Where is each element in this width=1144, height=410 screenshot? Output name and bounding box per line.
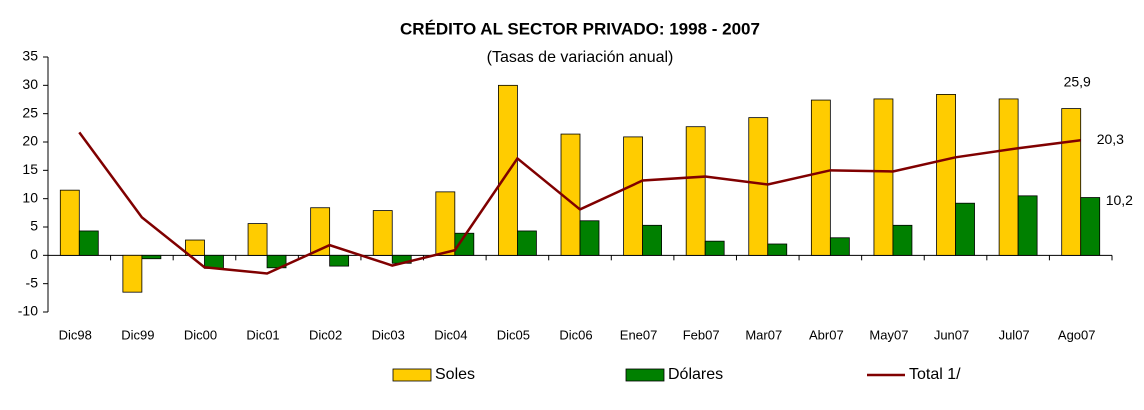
bar (892, 224, 913, 256)
y-tick-label: -10 (18, 303, 38, 319)
x-tick-label: Ene07 (620, 327, 658, 342)
bar (122, 254, 143, 293)
bar (829, 237, 850, 256)
x-tick-label: Ago07 (1058, 327, 1096, 342)
y-tick-label: 30 (22, 76, 38, 92)
bar (955, 202, 975, 256)
y-tick-label: 15 (22, 161, 38, 177)
legend-label: Total 1/ (909, 366, 961, 383)
bar (704, 240, 725, 256)
x-tick-label: Dic98 (59, 327, 92, 342)
x-tick-label: Dic04 (434, 327, 467, 342)
bar (642, 224, 662, 256)
bar (310, 207, 331, 256)
bar (435, 191, 456, 256)
x-tick-label: Dic03 (372, 327, 405, 342)
bar (936, 94, 956, 256)
y-tick-label: 5 (30, 218, 38, 234)
x-tick-label: Dic99 (121, 327, 154, 342)
chart-title: CRÉDITO AL SECTOR PRIVADO: 1998 - 2007 (400, 19, 760, 38)
y-tick-label: 10 (22, 189, 38, 205)
data-label: 20,3 (1097, 131, 1124, 147)
y-tick-label: 25 (22, 104, 38, 120)
bar (1080, 197, 1101, 256)
bar (141, 254, 162, 260)
x-tick-label: Abr07 (809, 327, 844, 342)
bar (329, 254, 350, 267)
bar (998, 98, 1019, 256)
x-tick-label: Jul07 (999, 327, 1030, 342)
x-tick-label: May07 (869, 327, 908, 342)
data-label: 25,9 (1064, 73, 1091, 89)
bar (59, 189, 80, 256)
x-tick-label: Dic02 (309, 327, 342, 342)
legend-label: Dólares (668, 366, 723, 383)
bar (579, 220, 600, 256)
bar (810, 99, 831, 256)
data-label: 10,2 (1106, 192, 1133, 208)
bar (372, 210, 393, 256)
bar (623, 136, 643, 256)
bar (873, 98, 894, 256)
x-tick-label: Feb07 (683, 327, 720, 342)
x-tick-label: Dic00 (184, 327, 217, 342)
bar (1017, 195, 1038, 256)
x-tick-label: Mar07 (745, 327, 782, 342)
bar (247, 223, 268, 256)
x-tick-label: Dic05 (497, 327, 530, 342)
y-tick-label: 35 (22, 48, 38, 64)
bar (454, 232, 475, 256)
line (78, 131, 1081, 275)
bar (748, 117, 769, 256)
bar (185, 239, 205, 256)
y-tick-label: 0 (30, 246, 38, 262)
bar (78, 230, 99, 256)
bar (685, 126, 706, 256)
bar (517, 230, 537, 256)
legend-swatch (392, 368, 432, 382)
legend-label: Soles (435, 366, 475, 383)
legend-swatch (625, 368, 665, 382)
bar (767, 243, 788, 256)
chart-subtitle: (Tasas de variación anual) (487, 49, 674, 66)
x-tick-label: Dic01 (246, 327, 279, 342)
y-tick-label: -5 (26, 274, 39, 290)
bar (1061, 108, 1082, 256)
x-tick-label: Jun07 (934, 327, 969, 342)
x-tick-label: Dic06 (559, 327, 592, 342)
y-tick-label: 20 (22, 133, 38, 149)
